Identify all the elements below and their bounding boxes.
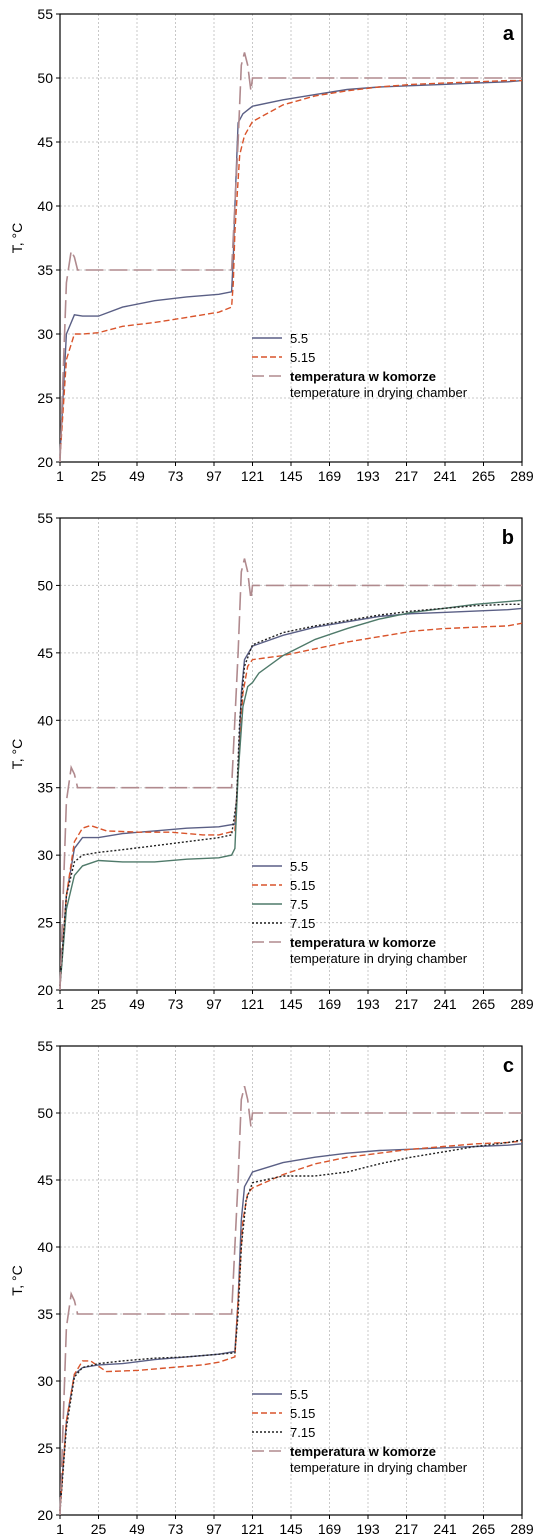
x-tick-label: 25: [91, 1521, 107, 1537]
legend-label: 5.15: [290, 878, 315, 893]
x-tick-label: 217: [395, 996, 419, 1012]
legend-sublabel: temperature in drying chamber: [290, 951, 468, 966]
panel-letter: c: [503, 1055, 514, 1077]
x-tick-label: 1: [56, 468, 64, 484]
x-tick-label: 289: [510, 468, 534, 484]
y-tick-label: 45: [37, 134, 53, 150]
y-tick-label: 20: [37, 454, 53, 470]
legend-label: 7.15: [290, 1425, 315, 1440]
series-line-7-5: [59, 599, 523, 987]
x-tick-label: 241: [433, 996, 457, 1012]
chart-panel-b: 20 25 30 35 40 45 50 55 1 25 49 73 97 121 145 169 193 217…: [9, 510, 534, 1012]
series-line-7-15: [59, 603, 522, 987]
series-line-temperatura-w-komorze: [59, 52, 522, 463]
series-line-7-15: [59, 1139, 523, 1512]
x-tick-label: 241: [433, 468, 457, 484]
panel-letter: b: [502, 527, 514, 549]
x-tick-label: 121: [241, 1521, 265, 1537]
y-tick-label: 20: [37, 1507, 53, 1523]
y-tick-label: 40: [37, 198, 53, 214]
x-tick-label: 1: [56, 1521, 64, 1537]
x-tick-label: 193: [356, 1521, 380, 1537]
x-tick-label: 265: [472, 1521, 496, 1537]
x-tick-label: 25: [91, 996, 107, 1012]
x-tick-label: 145: [279, 996, 303, 1012]
x-tick-label: 169: [318, 1521, 342, 1537]
x-tick-label: 217: [395, 468, 419, 484]
y-tick-label: 45: [37, 645, 53, 661]
x-tick-label: 169: [318, 468, 342, 484]
chart-panel-a: 20 25 30 35 40 45 50 55 1 25 49 73 97 121 145 169 193 217…: [9, 6, 534, 484]
x-tick-label: 49: [129, 468, 145, 484]
legend-label: 7.5: [290, 897, 308, 912]
legend-label: temperatura w komorze: [290, 369, 436, 384]
y-tick-label: 40: [37, 712, 53, 728]
x-tick-label: 97: [206, 996, 222, 1012]
x-tick-label: 217: [395, 1521, 419, 1537]
y-tick-label: 25: [37, 915, 53, 931]
y-tick-label: 20: [37, 982, 53, 998]
legend-label: 5.15: [290, 350, 315, 365]
y-tick-label: 55: [37, 510, 53, 526]
legend-label: 5.5: [290, 331, 308, 346]
x-tick-label: 145: [279, 468, 303, 484]
x-tick-label: 1: [56, 996, 64, 1012]
x-tick-label: 145: [279, 1521, 303, 1537]
x-tick-label: 97: [206, 1521, 222, 1537]
legend-label: 5.5: [290, 859, 308, 874]
x-tick-label: 265: [472, 996, 496, 1012]
x-tick-label: 73: [168, 1521, 184, 1537]
legend-label: temperatura w komorze: [290, 935, 436, 950]
x-tick-label: 121: [241, 468, 265, 484]
y-tick-label: 35: [37, 780, 53, 796]
y-tick-label: 35: [37, 262, 53, 278]
series-line-5-5: [59, 1143, 523, 1509]
legend-label: 7.15: [290, 916, 315, 931]
legend-sublabel: temperature in drying chamber: [290, 1460, 468, 1475]
legend-sublabel: temperature in drying chamber: [290, 385, 468, 400]
y-tick-label: 30: [37, 326, 53, 342]
x-tick-label: 241: [433, 1521, 457, 1537]
y-axis-label: T, °C: [9, 1265, 25, 1296]
y-tick-label: 55: [37, 6, 53, 22]
y-axis-label: T, °C: [9, 223, 25, 254]
y-tick-label: 50: [37, 1105, 53, 1121]
chart-panel-c: 20 25 30 35 40 45 50 55 1 25 49 73 97 121 145 169 193 217…: [9, 1038, 534, 1537]
series-line-5-15: [59, 622, 523, 987]
series-line-temperatura-w-komorze: [59, 1086, 522, 1516]
y-tick-label: 55: [37, 1038, 53, 1054]
series-line-5-15: [59, 79, 522, 459]
legend-label: 5.15: [290, 1406, 315, 1421]
x-tick-label: 49: [129, 996, 145, 1012]
series-line-5-5: [59, 607, 523, 984]
legend-label: 5.5: [290, 1387, 308, 1402]
panel-letter: a: [503, 23, 515, 45]
x-tick-label: 193: [356, 996, 380, 1012]
y-tick-label: 25: [37, 1440, 53, 1456]
x-tick-label: 169: [318, 996, 342, 1012]
legend-label: temperatura w komorze: [290, 1444, 436, 1459]
x-tick-label: 73: [168, 996, 184, 1012]
x-tick-label: 265: [472, 468, 496, 484]
x-tick-label: 289: [510, 1521, 534, 1537]
x-tick-label: 25: [91, 468, 107, 484]
y-tick-label: 30: [37, 847, 53, 863]
x-tick-label: 97: [206, 468, 222, 484]
x-tick-label: 289: [510, 996, 534, 1012]
series-line-temperatura-w-komorze: [59, 558, 522, 991]
y-tick-label: 45: [37, 1172, 53, 1188]
y-tick-label: 35: [37, 1306, 53, 1322]
x-tick-label: 49: [129, 1521, 145, 1537]
x-tick-label: 121: [241, 996, 265, 1012]
x-tick-label: 73: [168, 468, 184, 484]
y-tick-label: 30: [37, 1373, 53, 1389]
x-tick-label: 193: [356, 468, 380, 484]
y-axis-label: T, °C: [9, 739, 25, 770]
y-tick-label: 50: [37, 70, 53, 86]
y-tick-label: 50: [37, 577, 53, 593]
y-tick-label: 40: [37, 1239, 53, 1255]
y-tick-label: 25: [37, 390, 53, 406]
